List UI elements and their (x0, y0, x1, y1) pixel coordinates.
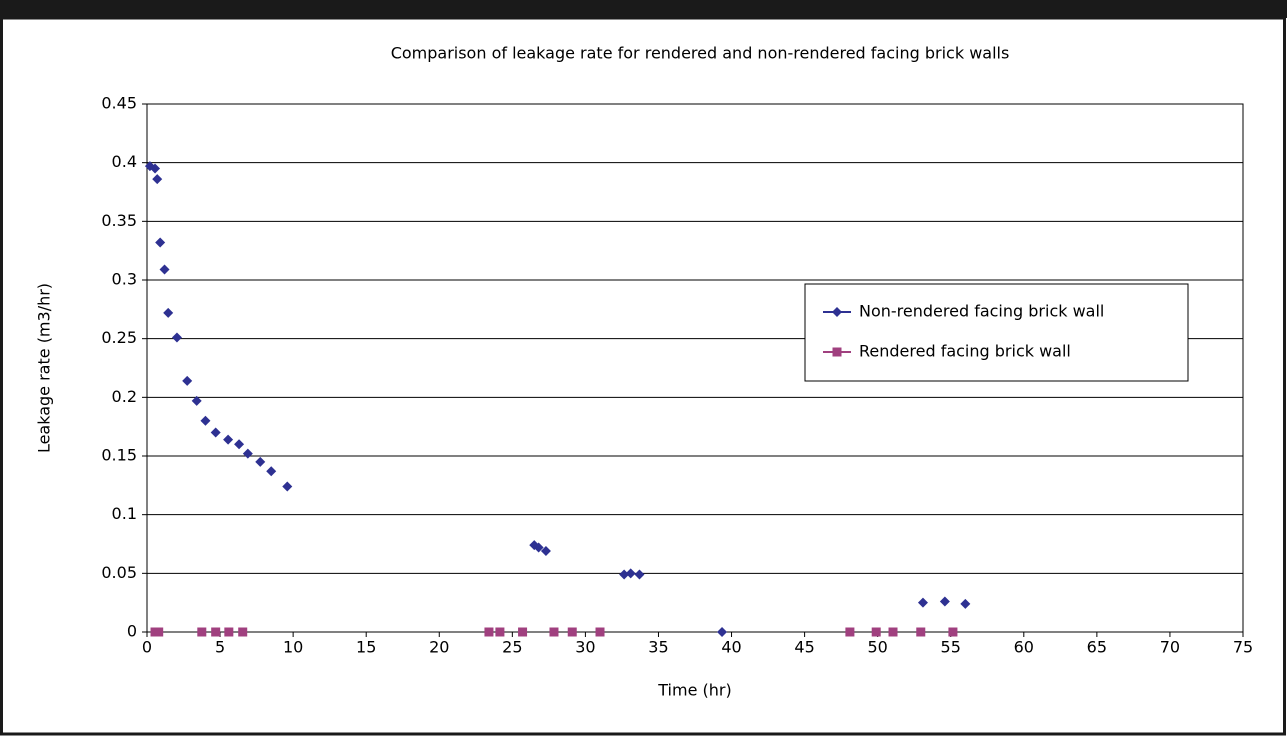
point (518, 627, 528, 637)
x-tick-label: 40 (721, 638, 741, 657)
y-tick-label: 0.35 (101, 211, 137, 230)
y-tick-label: 0.1 (112, 504, 137, 523)
legend-marker (832, 307, 842, 317)
top-bar (0, 0, 1287, 18)
x-tick-label: 70 (1160, 638, 1180, 657)
y-axis-label: Leakage rate (m3/hr) (35, 283, 54, 453)
point (155, 237, 166, 248)
point (210, 427, 221, 438)
point (152, 174, 163, 185)
point (939, 596, 950, 607)
y-tick-label: 0.3 (112, 270, 137, 289)
y-tick-label: 0.2 (112, 387, 137, 406)
x-tick-label: 10 (283, 638, 303, 657)
point (211, 627, 221, 637)
legend-label: Rendered facing brick wall (859, 342, 1071, 361)
x-axis-label: Time (hr) (657, 681, 731, 700)
y-tick-label: 0.15 (101, 446, 137, 465)
point (255, 456, 266, 467)
point (619, 569, 630, 580)
point (495, 627, 505, 637)
x-tick-label: 55 (941, 638, 961, 657)
plot-area (146, 103, 1244, 633)
point (154, 627, 164, 637)
x-tick-label: 30 (575, 638, 595, 657)
point (224, 627, 234, 637)
point (540, 546, 551, 557)
point (917, 597, 928, 608)
point (948, 627, 958, 637)
point (717, 627, 728, 637)
x-tick-label: 15 (356, 638, 376, 657)
legend-marker (832, 347, 842, 357)
point (871, 627, 881, 637)
point (567, 627, 577, 637)
point (197, 627, 207, 637)
point (888, 627, 898, 637)
legend-label: Non-rendered facing brick wall (859, 302, 1104, 321)
x-tick-label: 5 (215, 638, 225, 657)
point (845, 627, 855, 637)
x-tick-label: 0 (142, 638, 152, 657)
point (182, 375, 193, 386)
point (163, 307, 174, 318)
x-tick-label: 35 (648, 638, 668, 657)
y-tick-label: 0.4 (112, 152, 137, 171)
x-tick-label: 75 (1233, 638, 1253, 657)
point (200, 415, 211, 426)
frame (0, 16, 1286, 736)
point (634, 569, 645, 580)
x-tick-label: 65 (1087, 638, 1107, 657)
point (266, 466, 277, 477)
point (223, 434, 234, 445)
point (533, 542, 544, 553)
y-tick-label: 0.05 (101, 563, 137, 582)
point (484, 627, 494, 637)
point (549, 627, 559, 637)
x-tick-label: 45 (794, 638, 814, 657)
point (171, 332, 182, 343)
x-tick-label: 25 (502, 638, 522, 657)
y-tick-label: 0 (127, 622, 137, 641)
point (191, 395, 202, 406)
x-tick-label: 50 (867, 638, 887, 657)
y-tick-label: 0.45 (101, 94, 137, 113)
point (159, 264, 170, 275)
x-tick-label: 60 (1014, 638, 1034, 657)
legend-box (804, 283, 1189, 382)
x-tick-label: 20 (429, 638, 449, 657)
y-tick-label: 0.25 (101, 328, 137, 347)
point (960, 598, 971, 609)
point (242, 448, 253, 459)
point (916, 627, 926, 637)
point (150, 163, 161, 174)
point (595, 627, 605, 637)
chart-title: Comparison of leakage rate for rendered … (391, 44, 1010, 63)
point (625, 568, 636, 579)
point (282, 481, 293, 492)
point (238, 627, 248, 637)
point (234, 439, 245, 450)
